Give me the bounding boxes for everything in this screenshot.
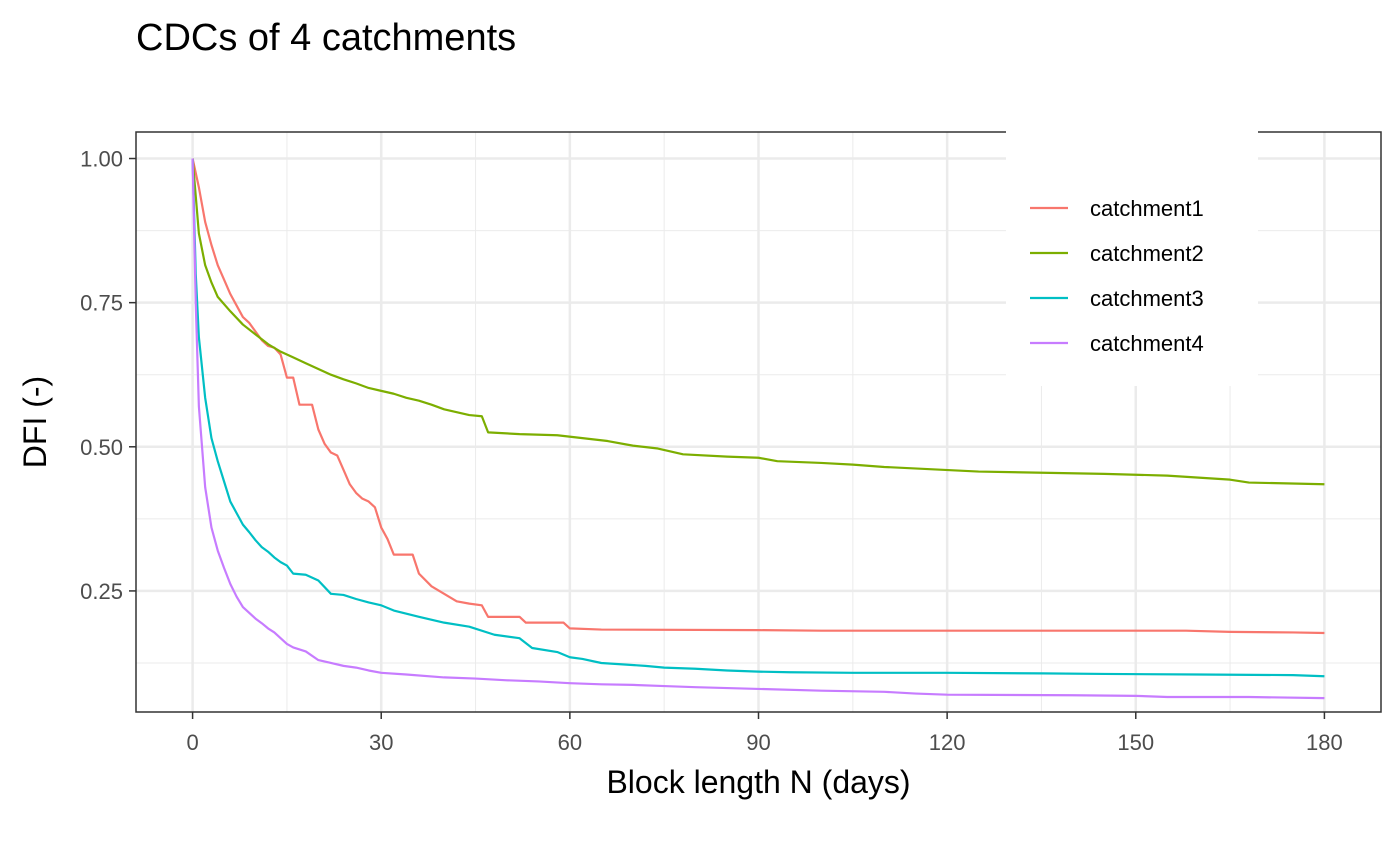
x-tick-label: 90 [746, 730, 770, 755]
series-line-catchment1 [191, 158, 1325, 635]
chart-title: CDCs of 4 catchments [136, 17, 516, 59]
series-line-catchment2 [191, 158, 1325, 486]
y-axis-title: DFI (-) [17, 376, 53, 468]
legend-label-catchment4: catchment4 [1090, 331, 1204, 356]
legend-label-catchment3: catchment3 [1090, 286, 1204, 311]
y-tick-label: 1.00 [80, 147, 123, 172]
y-axis: 0.25 0.50 0.75 1.00 [80, 147, 136, 604]
series-line-catchment4 [191, 158, 1325, 700]
x-tick-label: 150 [1117, 730, 1154, 755]
x-axis: 0 30 60 90 120 150 180 [186, 712, 1343, 755]
y-tick-label: 0.75 [80, 291, 123, 316]
y-tick-label: 0.25 [80, 579, 123, 604]
legend-label-catchment1: catchment1 [1090, 196, 1204, 221]
x-tick-label: 120 [929, 730, 966, 755]
x-tick-label: 0 [186, 730, 198, 755]
x-tick-label: 30 [369, 730, 393, 755]
x-tick-label: 180 [1306, 730, 1343, 755]
x-axis-title: Block length N (days) [606, 764, 910, 800]
series-line-catchment3 [191, 158, 1325, 678]
series-layer [191, 158, 1325, 700]
legend-label-catchment2: catchment2 [1090, 241, 1204, 266]
legend: catchment1 catchment2 catchment3 catchment4 [1006, 126, 1258, 386]
y-tick-label: 0.50 [80, 435, 123, 460]
x-tick-label: 60 [558, 730, 582, 755]
